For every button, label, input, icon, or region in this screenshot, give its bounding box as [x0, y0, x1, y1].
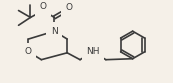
- Text: O: O: [25, 47, 32, 56]
- Text: O: O: [40, 2, 47, 11]
- Text: NH: NH: [86, 47, 100, 56]
- Text: O: O: [66, 3, 73, 12]
- Text: N: N: [51, 27, 58, 36]
